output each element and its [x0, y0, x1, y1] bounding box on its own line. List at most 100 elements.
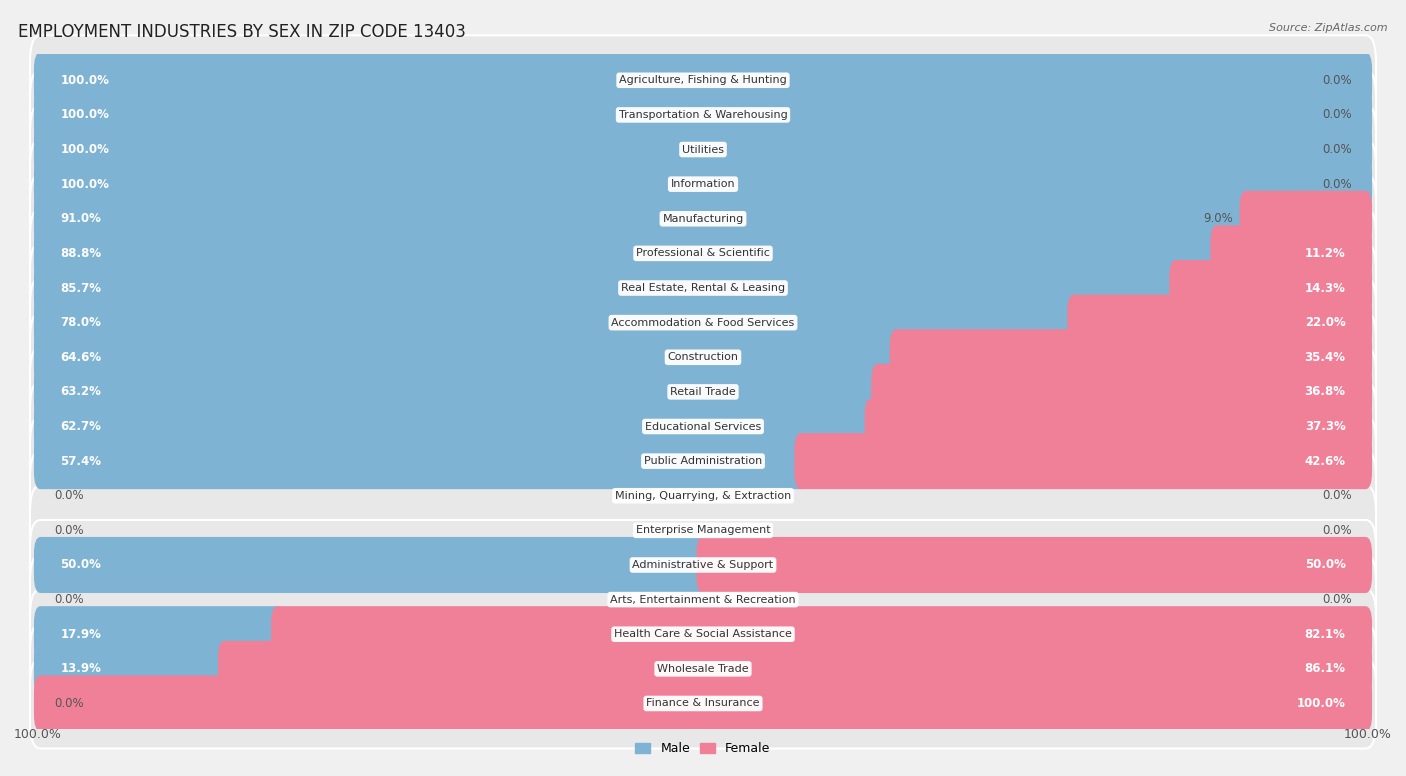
Text: 0.0%: 0.0% — [1323, 524, 1353, 537]
FancyBboxPatch shape — [34, 156, 1372, 212]
Text: 0.0%: 0.0% — [1323, 489, 1353, 502]
FancyBboxPatch shape — [218, 641, 1372, 697]
FancyBboxPatch shape — [794, 433, 1372, 489]
FancyBboxPatch shape — [34, 225, 1223, 282]
FancyBboxPatch shape — [30, 105, 1376, 195]
FancyBboxPatch shape — [865, 398, 1372, 455]
Text: 0.0%: 0.0% — [1323, 593, 1353, 606]
FancyBboxPatch shape — [34, 52, 1372, 109]
Text: 14.3%: 14.3% — [1305, 282, 1346, 295]
Text: 0.0%: 0.0% — [53, 697, 83, 710]
FancyBboxPatch shape — [34, 675, 1372, 732]
Text: 100.0%: 100.0% — [14, 729, 62, 741]
FancyBboxPatch shape — [30, 485, 1376, 575]
FancyBboxPatch shape — [30, 416, 1376, 506]
Text: 42.6%: 42.6% — [1305, 455, 1346, 468]
FancyBboxPatch shape — [271, 606, 1372, 662]
Text: 62.7%: 62.7% — [60, 420, 101, 433]
Text: 86.1%: 86.1% — [1305, 663, 1346, 675]
Text: Manufacturing: Manufacturing — [662, 213, 744, 223]
Text: 9.0%: 9.0% — [1204, 213, 1233, 225]
FancyBboxPatch shape — [34, 260, 1182, 316]
Text: 100.0%: 100.0% — [60, 143, 110, 156]
Text: 0.0%: 0.0% — [1323, 143, 1353, 156]
FancyBboxPatch shape — [34, 122, 1372, 178]
FancyBboxPatch shape — [30, 243, 1376, 333]
FancyBboxPatch shape — [30, 659, 1376, 749]
Text: Arts, Entertainment & Recreation: Arts, Entertainment & Recreation — [610, 594, 796, 605]
Text: Retail Trade: Retail Trade — [671, 387, 735, 397]
Text: 0.0%: 0.0% — [1323, 178, 1353, 191]
Text: Public Administration: Public Administration — [644, 456, 762, 466]
FancyBboxPatch shape — [30, 382, 1376, 472]
Text: 91.0%: 91.0% — [60, 213, 101, 225]
Text: 0.0%: 0.0% — [1323, 109, 1353, 121]
FancyBboxPatch shape — [34, 87, 1372, 143]
Text: Utilities: Utilities — [682, 144, 724, 154]
FancyBboxPatch shape — [696, 537, 1372, 593]
FancyBboxPatch shape — [30, 139, 1376, 229]
Text: 13.9%: 13.9% — [60, 663, 101, 675]
FancyBboxPatch shape — [34, 329, 903, 386]
FancyBboxPatch shape — [1067, 295, 1372, 351]
Text: Accommodation & Food Services: Accommodation & Food Services — [612, 317, 794, 327]
Text: 100.0%: 100.0% — [1296, 697, 1346, 710]
FancyBboxPatch shape — [1240, 191, 1372, 247]
Text: Transportation & Warehousing: Transportation & Warehousing — [619, 110, 787, 120]
Text: 88.8%: 88.8% — [60, 247, 101, 260]
Text: 50.0%: 50.0% — [60, 559, 101, 571]
FancyBboxPatch shape — [1170, 260, 1372, 316]
FancyBboxPatch shape — [34, 641, 232, 697]
FancyBboxPatch shape — [30, 451, 1376, 541]
Text: Real Estate, Rental & Leasing: Real Estate, Rental & Leasing — [621, 283, 785, 293]
Text: 17.9%: 17.9% — [60, 628, 101, 641]
Text: 100.0%: 100.0% — [1344, 729, 1392, 741]
Text: Mining, Quarrying, & Extraction: Mining, Quarrying, & Extraction — [614, 490, 792, 501]
FancyBboxPatch shape — [30, 589, 1376, 679]
FancyBboxPatch shape — [30, 347, 1376, 437]
FancyBboxPatch shape — [872, 364, 1372, 420]
Text: Construction: Construction — [668, 352, 738, 362]
FancyBboxPatch shape — [34, 191, 1253, 247]
Text: Finance & Insurance: Finance & Insurance — [647, 698, 759, 708]
Text: Information: Information — [671, 179, 735, 189]
Text: 82.1%: 82.1% — [1305, 628, 1346, 641]
Text: 100.0%: 100.0% — [60, 178, 110, 191]
Text: 37.3%: 37.3% — [1305, 420, 1346, 433]
FancyBboxPatch shape — [30, 278, 1376, 368]
Text: 0.0%: 0.0% — [53, 593, 83, 606]
FancyBboxPatch shape — [34, 364, 884, 420]
Text: 22.0%: 22.0% — [1305, 316, 1346, 329]
FancyBboxPatch shape — [34, 295, 1081, 351]
FancyBboxPatch shape — [34, 398, 877, 455]
FancyBboxPatch shape — [30, 35, 1376, 125]
Text: 35.4%: 35.4% — [1305, 351, 1346, 364]
Text: 50.0%: 50.0% — [1305, 559, 1346, 571]
Text: Professional & Scientific: Professional & Scientific — [636, 248, 770, 258]
Text: 63.2%: 63.2% — [60, 386, 101, 398]
FancyBboxPatch shape — [30, 70, 1376, 160]
FancyBboxPatch shape — [1211, 225, 1372, 282]
Text: 0.0%: 0.0% — [53, 524, 83, 537]
Text: 36.8%: 36.8% — [1305, 386, 1346, 398]
FancyBboxPatch shape — [890, 329, 1372, 386]
Text: Administrative & Support: Administrative & Support — [633, 560, 773, 570]
FancyBboxPatch shape — [30, 312, 1376, 402]
Text: Educational Services: Educational Services — [645, 421, 761, 431]
FancyBboxPatch shape — [30, 555, 1376, 645]
Text: Wholesale Trade: Wholesale Trade — [657, 663, 749, 674]
FancyBboxPatch shape — [30, 209, 1376, 299]
Text: 85.7%: 85.7% — [60, 282, 101, 295]
Text: 57.4%: 57.4% — [60, 455, 101, 468]
FancyBboxPatch shape — [30, 174, 1376, 264]
Text: Agriculture, Fishing & Hunting: Agriculture, Fishing & Hunting — [619, 75, 787, 85]
Text: 11.2%: 11.2% — [1305, 247, 1346, 260]
Text: 78.0%: 78.0% — [60, 316, 101, 329]
Text: 100.0%: 100.0% — [60, 74, 110, 87]
FancyBboxPatch shape — [30, 624, 1376, 714]
Text: EMPLOYMENT INDUSTRIES BY SEX IN ZIP CODE 13403: EMPLOYMENT INDUSTRIES BY SEX IN ZIP CODE… — [18, 23, 467, 41]
Text: 100.0%: 100.0% — [60, 109, 110, 121]
Text: Health Care & Social Assistance: Health Care & Social Assistance — [614, 629, 792, 639]
Text: 0.0%: 0.0% — [1323, 74, 1353, 87]
Text: 0.0%: 0.0% — [53, 489, 83, 502]
